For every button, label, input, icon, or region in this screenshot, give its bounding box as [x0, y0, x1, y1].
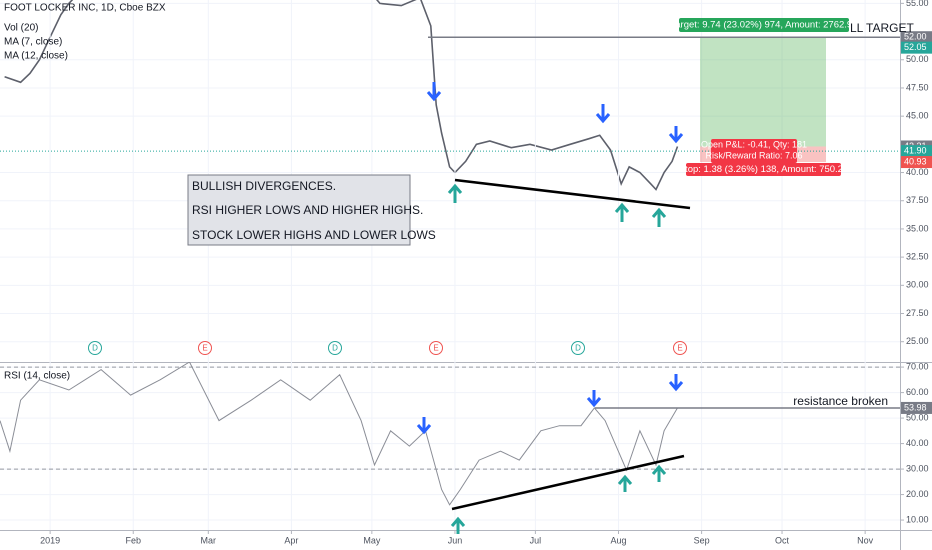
arrow-up — [651, 464, 667, 482]
y-tick-label: 30.00 — [906, 463, 929, 473]
arrow-up — [651, 207, 667, 227]
arrow-down — [595, 104, 611, 124]
event-letter: E — [677, 344, 682, 353]
x-tick-label: Jul — [530, 535, 542, 545]
event-letter: D — [92, 344, 98, 353]
arrow-down — [426, 82, 442, 102]
arrow-down — [668, 126, 684, 144]
y-tick-label: 32.50 — [906, 251, 929, 261]
trend-line — [454, 178, 691, 210]
note-line: RSI HIGHER LOWS AND HIGHER HIGHS. — [192, 203, 423, 217]
event-letter: D — [575, 344, 581, 353]
target-label-bg — [679, 18, 849, 32]
pnl-box — [711, 139, 797, 163]
price-pane — [0, 0, 900, 362]
indicator-label: Vol (20) — [4, 23, 38, 34]
series-line — [0, 362, 678, 506]
y-tick-label: 40.00 — [906, 438, 929, 448]
event-letter: E — [433, 344, 438, 353]
indicator-label: MA (12, close) — [4, 51, 68, 62]
stop-label-bg — [686, 163, 841, 176]
rsi-title: RSI (14, close) — [4, 371, 70, 382]
event-marker — [88, 341, 102, 355]
sell-target-text: LL TARGET — [850, 21, 914, 35]
x-tick-label: Aug — [610, 535, 626, 545]
arrow-down — [416, 417, 432, 435]
y-tick-label: 35.00 — [906, 223, 929, 233]
event-letter: D — [332, 344, 338, 353]
price-label: 40.93 — [904, 156, 927, 166]
y-tick-label: 20.00 — [906, 489, 929, 499]
x-tick-label: 2019 — [40, 535, 60, 545]
event-marker — [673, 341, 687, 355]
x-tick-label: Nov — [857, 535, 874, 545]
y-tick-label: 40.00 — [906, 167, 929, 177]
arrow-up — [450, 516, 466, 534]
stop-label: Stop: 1.38 (3.26%) 138, Amount: 750.22 — [679, 164, 849, 175]
arrow-down — [586, 390, 602, 408]
x-tick-label: Sep — [694, 535, 710, 545]
event-marker — [571, 341, 585, 355]
y-tick-label: 37.50 — [906, 195, 929, 205]
price-label: 52.00 — [904, 32, 927, 42]
y-tick-label: 25.00 — [906, 336, 929, 346]
resistance-text: resistance broken — [793, 394, 888, 408]
target-zone — [700, 36, 826, 147]
target-label: Target: 9.74 (23.02%) 974, Amount: 2762.… — [671, 20, 858, 31]
x-tick-label: Feb — [125, 535, 141, 545]
x-tick-label: Mar — [201, 535, 217, 545]
x-tick-label: Apr — [284, 535, 298, 545]
price-label-bg — [901, 31, 932, 44]
y-tick-label: 60.00 — [906, 387, 929, 397]
price-label-bg — [901, 41, 932, 54]
x-tick-label: Oct — [775, 535, 790, 545]
price-label-bg — [901, 401, 932, 414]
note-line: STOCK LOWER HIGHS AND LOWER LOWS — [192, 228, 436, 242]
price-label: 52.05 — [904, 42, 927, 52]
note-line: BULLISH DIVERGENCES. — [192, 179, 336, 193]
y-tick-label: 10.00 — [906, 514, 929, 524]
arrow-down — [668, 374, 684, 392]
price-label: 41.90 — [904, 145, 927, 155]
x-tick-label: Jun — [448, 535, 463, 545]
note-box — [187, 174, 411, 246]
indicator-label: MA (7, close) — [4, 37, 62, 48]
rsi-pane — [0, 362, 900, 530]
arrow-up — [617, 474, 633, 492]
x-tick-label: May — [363, 535, 381, 545]
price-label-bg — [901, 145, 932, 158]
y-tick-label: 50.00 — [906, 54, 929, 64]
symbol-title: FOOT LOCKER INC, 1D, Cboe BZX — [4, 3, 166, 14]
y-tick-label: 45.00 — [906, 111, 929, 121]
y-tick-label: 55.00 — [906, 0, 929, 8]
event-marker — [429, 341, 443, 355]
overlay: 25.00 27.50 30.00 32.50 35.00 37.50 40.00 45.00… — [40, 0, 932, 545]
trend-line — [451, 454, 685, 511]
y-tick-label: 50.00 — [906, 412, 929, 422]
y-tick-label: 30.00 — [906, 280, 929, 290]
arrows — [416, 82, 684, 534]
price-label-bg — [901, 156, 932, 169]
event-marker — [328, 341, 342, 355]
y-tick-label: 27.50 — [906, 308, 929, 318]
risk-reward: Risk/Reward Ratio: 7.06 — [705, 150, 802, 160]
y-tick-label: 47.50 — [906, 82, 929, 92]
event-marker — [198, 341, 212, 355]
arrow-up — [447, 183, 463, 203]
series-line — [4, 0, 679, 191]
y-tick-label: 70.00 — [906, 361, 929, 371]
event-letter: E — [202, 344, 207, 353]
price-label: 53.98 — [904, 402, 927, 412]
open-pnl: Open P&L: -0.41, Qty: 181 — [701, 139, 807, 149]
arrow-up — [614, 202, 630, 222]
